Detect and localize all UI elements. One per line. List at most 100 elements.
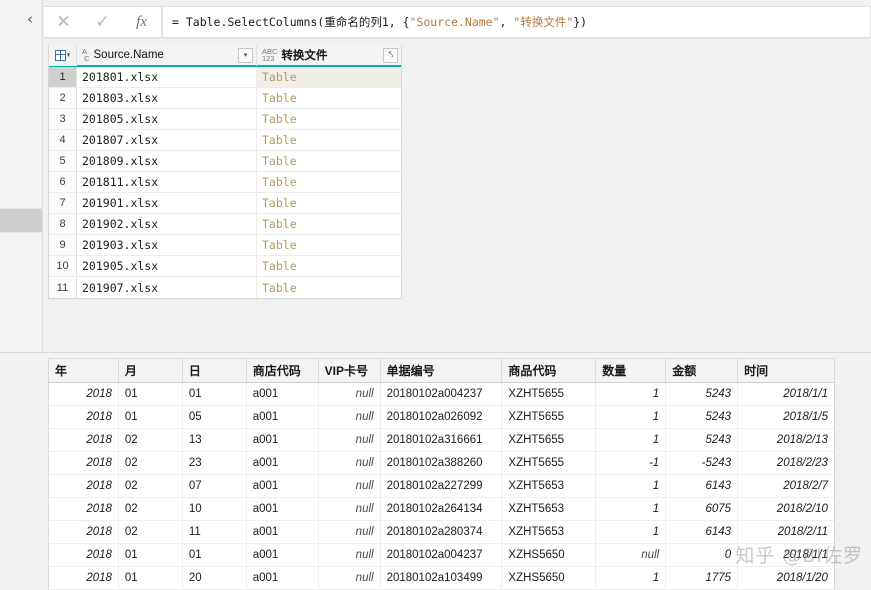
cell-quantity[interactable]: null	[596, 544, 667, 566]
cell-quantity[interactable]: 1	[596, 567, 667, 589]
cell-transform-file-table-link[interactable]: Table	[262, 238, 297, 252]
cell-store-code[interactable]: a001	[247, 544, 319, 566]
queries-pane-collapsed-block[interactable]	[0, 208, 42, 233]
cell-time[interactable]: 2018/2/13	[776, 434, 828, 446]
cell-document-number[interactable]: 20180102a026092	[381, 406, 503, 428]
cell-source-name[interactable]: 201805.xlsx	[77, 109, 257, 129]
cell-time[interactable]: 2018/1/1	[783, 549, 828, 561]
table-row[interactable]: 4 201807.xlsx Table	[49, 130, 401, 151]
cell-document-number[interactable]: 20180102a316661	[381, 429, 503, 451]
cell-document-number[interactable]: 20180102a388260	[381, 452, 503, 474]
cell-time[interactable]: 2018/2/10	[776, 503, 828, 515]
cell-time[interactable]: 2018/1/5	[783, 411, 828, 423]
cell-month[interactable]: 02	[119, 498, 183, 520]
cell-store-code[interactable]: a001	[247, 429, 319, 451]
cell-amount[interactable]: 0	[666, 544, 739, 566]
cell-quantity[interactable]: 1	[596, 383, 667, 405]
cell-time[interactable]: 2018/1/1	[783, 388, 828, 400]
table-row[interactable]: 3 201805.xlsx Table	[49, 109, 401, 130]
row-number[interactable]: 2	[49, 88, 77, 108]
cell-amount[interactable]: 5243	[666, 429, 739, 451]
cell-store-code[interactable]: a001	[247, 406, 319, 428]
cell-day[interactable]: 05	[183, 406, 247, 428]
column-header-doc[interactable]: 单据编号	[381, 359, 503, 382]
cell-amount[interactable]: 5243	[666, 383, 739, 405]
cell-source-name[interactable]: 201901.xlsx	[77, 193, 257, 213]
expand-columns-icon[interactable]: ⤣	[383, 47, 398, 63]
cell-transform-file-table-link[interactable]: Table	[262, 91, 297, 105]
table-row[interactable]: 2018 02 07 a001 null 20180102a227299 XZHT5653 1…	[49, 475, 834, 498]
cell-month[interactable]: 01	[119, 383, 183, 405]
cell-vip-card[interactable]: null	[319, 521, 381, 543]
cell-vip-card[interactable]: null	[319, 406, 381, 428]
cell-time[interactable]: 2018/2/7	[783, 480, 828, 492]
cell-month[interactable]: 01	[119, 406, 183, 428]
table-row[interactable]: 2018 02 13 a001 null 20180102a316661 XZHT5655 1…	[49, 429, 834, 452]
table-row[interactable]: 1 201801.xlsx Table	[49, 67, 401, 88]
row-number[interactable]: 3	[49, 109, 77, 129]
cell-year[interactable]: 2018	[49, 544, 119, 566]
cell-product-code[interactable]: XZHT5655	[502, 406, 597, 428]
cell-transform-file-table-link[interactable]: Table	[262, 280, 297, 295]
table-row[interactable]: 10 201905.xlsx Table	[49, 256, 401, 277]
collapse-panel-chevron-icon[interactable]: ‹	[27, 10, 33, 28]
cell-month[interactable]: 02	[119, 521, 183, 543]
cell-day[interactable]: 20	[183, 567, 247, 589]
cell-month[interactable]: 02	[119, 475, 183, 497]
cell-day[interactable]: 01	[183, 544, 247, 566]
row-number[interactable]: 7	[49, 193, 77, 213]
table-row[interactable]: 2018 01 05 a001 null 20180102a026092 XZHT5655 1…	[49, 406, 834, 429]
column-header-vip[interactable]: VIP卡号	[319, 359, 381, 382]
cell-transform-file-table-link[interactable]: Table	[262, 196, 297, 210]
table-row[interactable]: 6 201811.xlsx Table	[49, 172, 401, 193]
cell-month[interactable]: 01	[119, 544, 183, 566]
cell-quantity[interactable]: -1	[596, 452, 667, 474]
cell-transform-file-table-link[interactable]: Table	[262, 175, 297, 189]
cell-quantity[interactable]: 1	[596, 498, 667, 520]
cell-store-code[interactable]: a001	[247, 521, 319, 543]
column-header-prod[interactable]: 商品代码	[502, 359, 597, 382]
column-header-day[interactable]: 日	[183, 359, 247, 382]
cell-source-name[interactable]: 201903.xlsx	[77, 235, 257, 255]
cell-amount[interactable]: -5243	[666, 452, 739, 474]
row-number[interactable]: 4	[49, 130, 77, 150]
cell-source-name[interactable]: 201811.xlsx	[77, 172, 257, 192]
row-number[interactable]: 10	[49, 256, 77, 276]
cell-year[interactable]: 2018	[49, 567, 119, 589]
cell-vip-card[interactable]: null	[319, 475, 381, 497]
fx-function-icon[interactable]: fx	[136, 13, 147, 30]
column-header-amount[interactable]: 金额	[666, 359, 739, 382]
cell-document-number[interactable]: 20180102a103499	[381, 567, 503, 589]
cell-product-code[interactable]: XZHT5655	[502, 452, 597, 474]
cell-quantity[interactable]: 1	[596, 429, 667, 451]
cell-day[interactable]: 23	[183, 452, 247, 474]
cell-transform-file-table-link[interactable]: Table	[262, 133, 297, 147]
cell-vip-card[interactable]: null	[319, 429, 381, 451]
formula-input[interactable]: = Table.SelectColumns(重命名的列1, {"Source.N…	[162, 6, 871, 38]
cell-time[interactable]: 2018/1/20	[776, 572, 828, 584]
row-number[interactable]: 5	[49, 151, 77, 171]
row-number[interactable]: 1	[49, 67, 77, 87]
cell-source-name[interactable]: 201905.xlsx	[77, 256, 257, 276]
cell-amount[interactable]: 5243	[666, 406, 739, 428]
cell-source-name[interactable]: 201809.xlsx	[77, 151, 257, 171]
table-row[interactable]: 9 201903.xlsx Table	[49, 235, 401, 256]
column-header-year[interactable]: 年	[49, 359, 119, 382]
cell-time[interactable]: 2018/2/23	[776, 457, 828, 469]
column-header-source-name[interactable]: A C Source.Name ▾	[77, 44, 257, 66]
table-row[interactable]: 2 201803.xlsx Table	[49, 88, 401, 109]
table-row[interactable]: 2018 02 23 a001 null 20180102a388260 XZHT5655-…	[49, 452, 834, 475]
cell-document-number[interactable]: 20180102a004237	[381, 544, 503, 566]
column-header-month[interactable]: 月	[119, 359, 183, 382]
confirm-check-icon[interactable]: ✓	[95, 11, 110, 32]
row-number[interactable]: 8	[49, 214, 77, 234]
cell-month[interactable]: 02	[119, 429, 183, 451]
select-all-columns-button[interactable]: ▾	[49, 44, 77, 66]
cell-time[interactable]: 2018/2/11	[777, 526, 828, 538]
column-header-qty[interactable]: 数量	[596, 359, 667, 382]
cell-store-code[interactable]: a001	[247, 567, 319, 589]
cell-amount[interactable]: 6143	[666, 475, 739, 497]
cell-vip-card[interactable]: null	[319, 544, 381, 566]
cancel-icon[interactable]: ✕	[56, 11, 71, 32]
cell-document-number[interactable]: 20180102a264134	[381, 498, 503, 520]
